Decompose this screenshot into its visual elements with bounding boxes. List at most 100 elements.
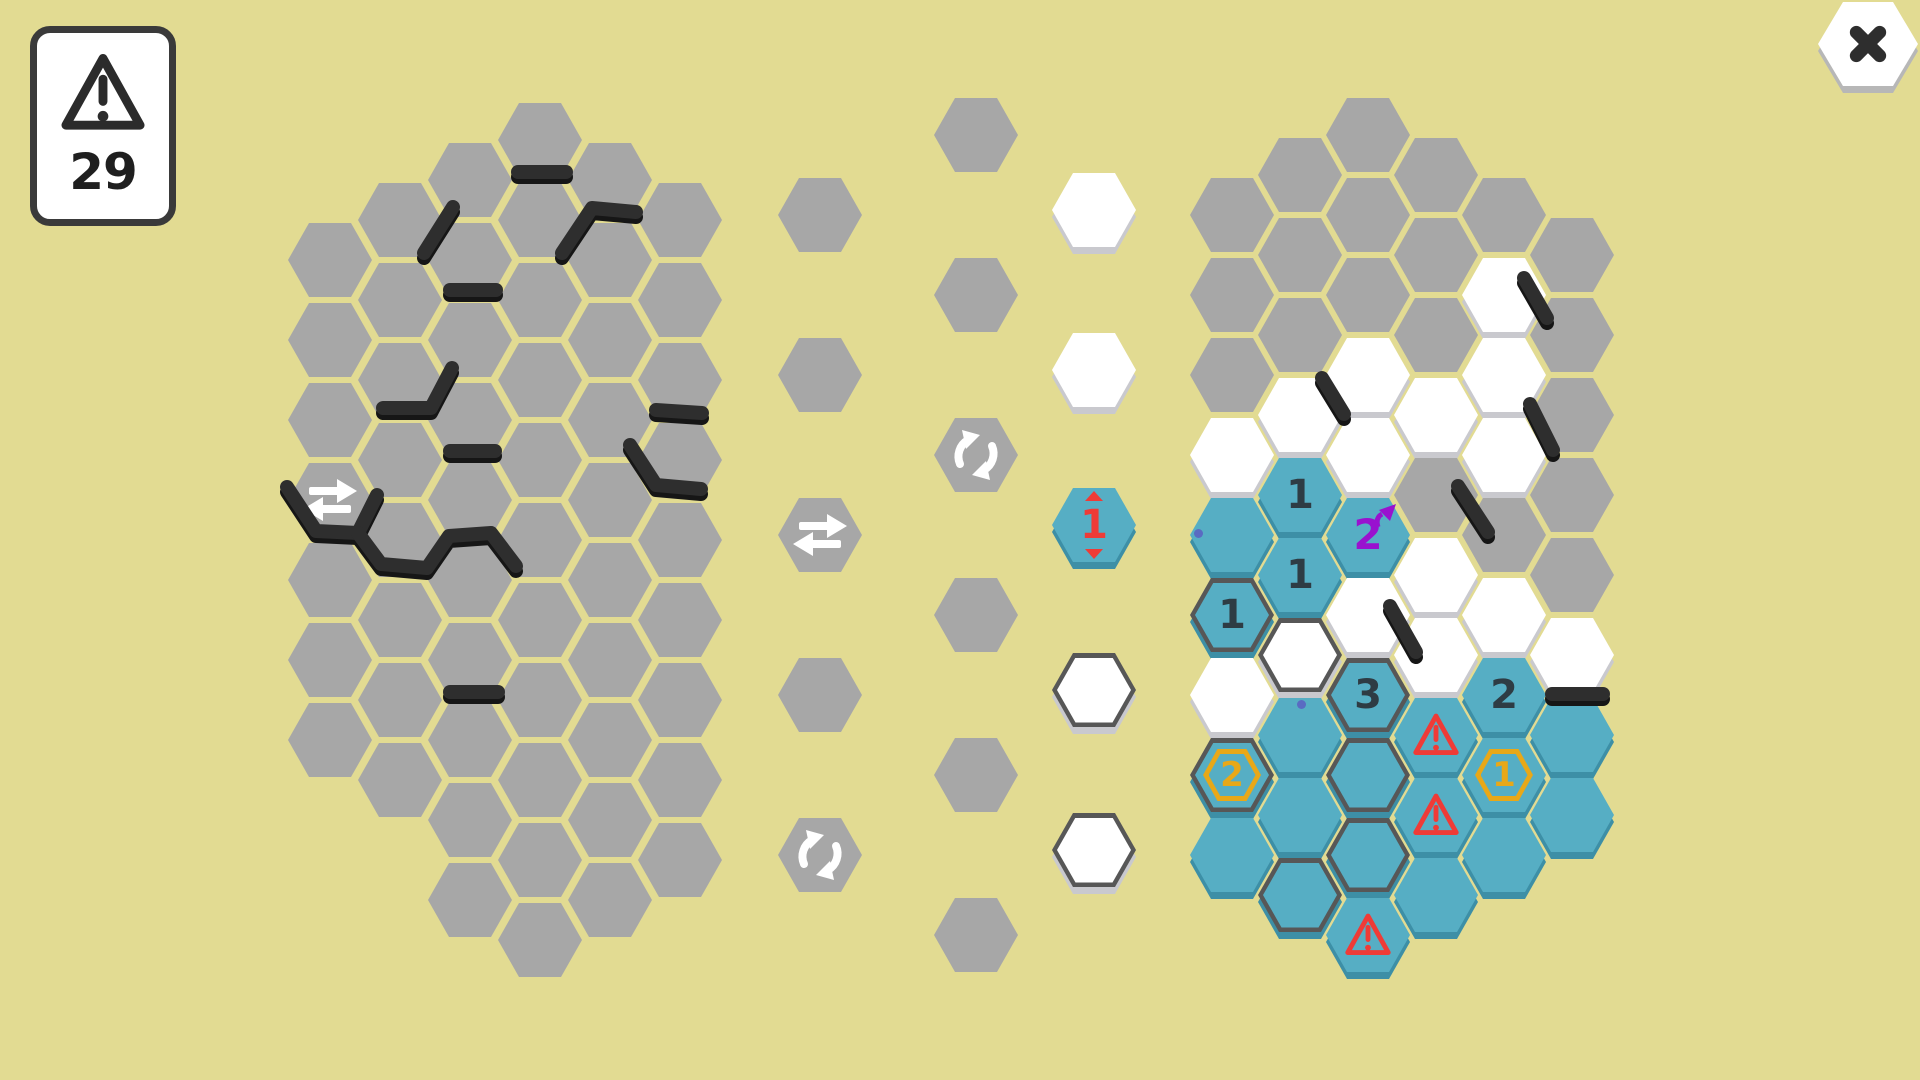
board-cell[interactable] <box>1394 378 1478 459</box>
board-cell[interactable] <box>1258 618 1342 699</box>
source-grid-cell[interactable] <box>638 823 722 897</box>
source-grid-cell[interactable] <box>288 223 372 297</box>
palette-cell[interactable]: 1 <box>1052 488 1136 569</box>
source-grid-cell[interactable] <box>568 623 652 697</box>
board-cell[interactable] <box>1326 418 1410 499</box>
board-cell[interactable]: 1 <box>1258 538 1342 619</box>
warning-cell[interactable] <box>1394 698 1478 779</box>
source-grid-cell[interactable] <box>498 103 582 177</box>
board-cell[interactable] <box>1394 218 1478 292</box>
source-grid-cell[interactable] <box>498 743 582 817</box>
source-grid-cell[interactable] <box>638 663 722 737</box>
source-grid-cell[interactable] <box>428 863 512 937</box>
tool-cell[interactable] <box>934 738 1018 812</box>
palette-cell[interactable] <box>1052 173 1136 254</box>
board-cell[interactable] <box>1530 778 1614 859</box>
tool-cell[interactable] <box>778 178 862 252</box>
board-cell[interactable] <box>1258 698 1342 779</box>
board-cell[interactable] <box>1394 858 1478 939</box>
source-grid-cell[interactable] <box>288 623 372 697</box>
board-cell[interactable] <box>1190 418 1274 499</box>
swap-cell[interactable] <box>778 498 862 572</box>
board-cell[interactable] <box>1462 178 1546 252</box>
board-cell[interactable] <box>1530 378 1614 452</box>
source-grid-cell[interactable] <box>428 703 512 777</box>
warning-cell[interactable] <box>1326 898 1410 979</box>
board-cell[interactable] <box>1530 298 1614 372</box>
source-grid-cell[interactable] <box>568 863 652 937</box>
board-cell[interactable] <box>1394 138 1478 212</box>
source-grid-cell[interactable] <box>288 303 372 377</box>
board-cell[interactable]: 1 <box>1258 458 1342 539</box>
source-grid-cell[interactable] <box>638 743 722 817</box>
tool-cell[interactable] <box>778 658 862 732</box>
source-grid-cell[interactable] <box>498 423 582 497</box>
board-cell[interactable] <box>1190 258 1274 332</box>
tool-cell[interactable] <box>934 578 1018 652</box>
tool-cell[interactable] <box>934 258 1018 332</box>
board-cell[interactable] <box>1326 98 1410 172</box>
scrub-up-icon[interactable] <box>1085 491 1103 501</box>
board-cell[interactable] <box>1530 618 1614 699</box>
source-grid-cell[interactable] <box>638 263 722 337</box>
board-cell[interactable] <box>1190 818 1274 899</box>
board-cell[interactable]: 3 <box>1326 658 1410 739</box>
source-grid-cell[interactable] <box>638 423 722 497</box>
board-cell[interactable] <box>1190 338 1274 412</box>
source-grid-cell[interactable] <box>428 783 512 857</box>
tool-cell[interactable] <box>778 338 862 412</box>
source-grid-cell[interactable] <box>498 903 582 977</box>
board-cell[interactable] <box>1190 178 1274 252</box>
source-grid-cell[interactable] <box>498 343 582 417</box>
board-cell[interactable] <box>1530 538 1614 612</box>
board-cell[interactable] <box>1462 578 1546 659</box>
source-grid-cell[interactable] <box>638 503 722 577</box>
source-grid-cell[interactable] <box>428 463 512 537</box>
warning-cell[interactable] <box>1394 778 1478 859</box>
board-cell[interactable]: 1 <box>1462 738 1546 819</box>
board-cell[interactable] <box>1326 738 1410 819</box>
scrub-down-icon[interactable] <box>1085 549 1103 559</box>
palette-cell[interactable] <box>1052 333 1136 414</box>
source-grid-cell[interactable] <box>568 703 652 777</box>
source-grid-cell[interactable] <box>568 783 652 857</box>
palette-cell[interactable] <box>1052 653 1136 734</box>
rotate-cell[interactable] <box>934 418 1018 492</box>
source-grid-cell[interactable] <box>358 583 442 657</box>
source-grid-cell[interactable] <box>498 663 582 737</box>
board-cell[interactable] <box>1190 498 1274 579</box>
board-cell[interactable] <box>1530 698 1614 779</box>
source-grid-cell[interactable] <box>358 263 442 337</box>
source-grid-cell[interactable] <box>498 263 582 337</box>
source-grid-cell[interactable] <box>568 543 652 617</box>
board-cell[interactable] <box>1258 778 1342 859</box>
board-cell[interactable] <box>1530 218 1614 292</box>
source-grid-cell[interactable] <box>638 583 722 657</box>
source-grid-cell[interactable] <box>288 703 372 777</box>
board-cell[interactable]: 1 <box>1190 578 1274 659</box>
board-cell[interactable] <box>1530 458 1614 532</box>
source-grid-cell[interactable] <box>358 743 442 817</box>
source-grid-cell[interactable] <box>638 183 722 257</box>
board-cell[interactable] <box>1258 218 1342 292</box>
rotate-cell[interactable] <box>778 818 862 892</box>
board-cell[interactable] <box>1326 178 1410 252</box>
source-grid-cell[interactable] <box>428 623 512 697</box>
palette-cell[interactable] <box>1052 813 1136 894</box>
board-cell[interactable] <box>1326 258 1410 332</box>
close-button[interactable] <box>1818 0 1918 93</box>
tool-cell[interactable] <box>934 98 1018 172</box>
board-cell[interactable]: 2 <box>1326 498 1410 579</box>
source-grid-cell[interactable] <box>498 583 582 657</box>
board-cell[interactable] <box>1190 658 1274 739</box>
board-cell[interactable] <box>1258 858 1342 939</box>
source-grid-cell[interactable] <box>568 303 652 377</box>
source-grid-cell[interactable] <box>288 383 372 457</box>
source-grid-cell[interactable] <box>498 823 582 897</box>
board-cell[interactable] <box>1258 138 1342 212</box>
tool-cell[interactable] <box>934 898 1018 972</box>
board-cell[interactable] <box>1258 298 1342 372</box>
source-grid-cell[interactable] <box>638 343 722 417</box>
board-cell[interactable]: 2 <box>1190 738 1274 819</box>
board-cell[interactable] <box>1462 818 1546 899</box>
